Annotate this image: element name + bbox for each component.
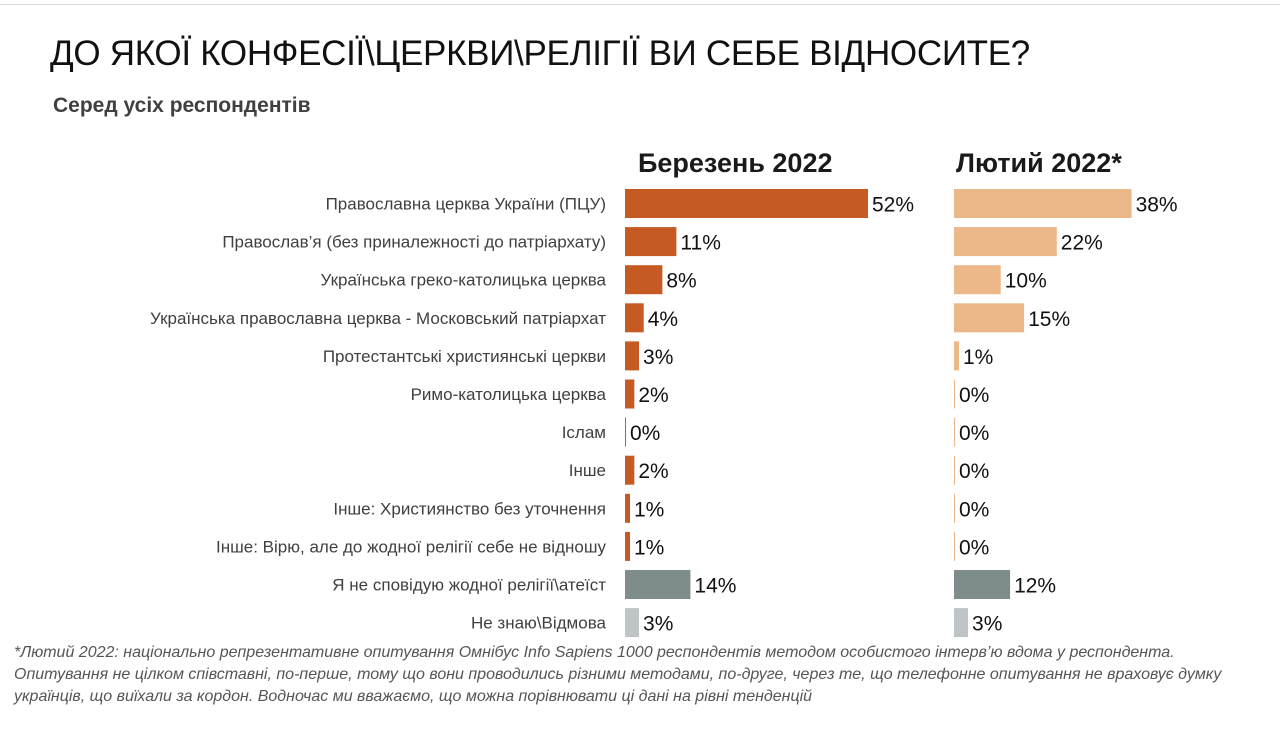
value-label: 1% xyxy=(634,536,664,559)
value-label: 1% xyxy=(634,498,664,521)
bar xyxy=(625,608,640,638)
bar xyxy=(954,303,1025,333)
value-label: 3% xyxy=(643,613,673,636)
value-label: 1% xyxy=(963,346,993,369)
category-label: Протестантські християнські церкви xyxy=(323,347,606,366)
category-label: Римо-католицька церква xyxy=(411,385,607,404)
bar xyxy=(954,455,955,485)
value-label: 52% xyxy=(872,194,914,217)
bar xyxy=(954,265,1001,295)
value-label: 4% xyxy=(648,308,678,331)
bar xyxy=(625,227,677,257)
bar xyxy=(954,531,955,561)
bar xyxy=(625,531,630,561)
series-title-0: Березень 2022 xyxy=(638,148,832,178)
value-label: 0% xyxy=(630,422,660,445)
value-label: 3% xyxy=(972,613,1002,636)
value-label: 38% xyxy=(1136,194,1178,217)
top-divider xyxy=(0,4,1280,5)
value-label: 15% xyxy=(1028,308,1070,331)
bar xyxy=(625,303,644,333)
category-label: Я не сповідую жодної релігії\атеїст xyxy=(332,576,606,595)
bar xyxy=(625,493,630,523)
category-label: Інше: Християнство без уточнення xyxy=(333,499,606,518)
value-label: 0% xyxy=(959,536,989,559)
value-label: 10% xyxy=(1005,270,1047,293)
footnote: *Лютий 2022: національно репрезентативне… xyxy=(14,644,1222,705)
category-label: Іслам xyxy=(562,423,606,442)
category-label: Православ’я (без приналежності до патріа… xyxy=(222,233,606,252)
category-label: Українська греко-католицька церква xyxy=(321,271,607,290)
bar xyxy=(954,189,1132,218)
category-label: Інше xyxy=(569,461,606,480)
value-label: 2% xyxy=(638,384,668,407)
value-label: 0% xyxy=(959,384,989,407)
category-label: Українська православна церква - Московсь… xyxy=(150,309,606,328)
value-label: 3% xyxy=(643,346,673,369)
bar xyxy=(625,379,635,409)
bar xyxy=(954,227,1057,257)
category-label: Православна церква України (ПЦУ) xyxy=(326,195,606,214)
bar xyxy=(954,608,969,638)
value-label: 8% xyxy=(666,270,696,293)
bar xyxy=(625,341,640,371)
value-label: 22% xyxy=(1061,232,1103,255)
value-label: 12% xyxy=(1014,575,1056,598)
value-label: 2% xyxy=(638,460,668,483)
bar xyxy=(625,265,663,295)
bar xyxy=(954,493,955,523)
bar xyxy=(625,455,635,485)
bar xyxy=(625,189,868,218)
category-label: Не знаю\Відмова xyxy=(471,614,607,633)
bar xyxy=(954,379,955,409)
bar xyxy=(625,570,691,599)
series-title-1: Лютий 2022* xyxy=(956,148,1122,178)
value-label: 14% xyxy=(694,575,736,598)
bar xyxy=(954,341,959,371)
category-label: Інше: Вірю, але до жодної релігії себе н… xyxy=(216,537,606,556)
value-label: 0% xyxy=(959,422,989,445)
bar xyxy=(954,417,955,447)
bar xyxy=(625,417,626,447)
value-label: 0% xyxy=(959,498,989,521)
chart-title: ДО ЯКОЇ КОНФЕСІЇ\ЦЕРКВИ\РЕЛІГІЇ ВИ СЕБЕ … xyxy=(50,34,1030,73)
value-label: 11% xyxy=(680,232,720,255)
bar xyxy=(954,570,1011,599)
value-label: 0% xyxy=(959,460,989,483)
chart-subtitle: Серед усіх респондентів xyxy=(53,94,311,117)
